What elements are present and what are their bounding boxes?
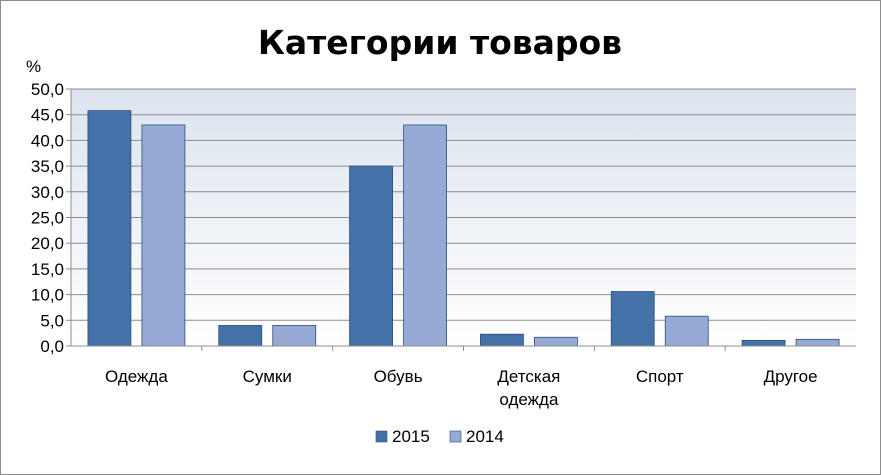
legend-label-2015: 2015 xyxy=(392,427,430,446)
legend-swatch-2015 xyxy=(375,430,388,443)
x-category-label: Спорт xyxy=(636,367,684,386)
bar-2014 xyxy=(403,124,447,347)
x-category-label: Одежда xyxy=(105,367,168,386)
y-tick-label: 5,0 xyxy=(40,311,64,330)
bar-2014 xyxy=(272,325,317,347)
x-category-label: Обувь xyxy=(374,367,423,386)
bar-2014 xyxy=(664,315,709,347)
y-tick-label: 45,0 xyxy=(31,106,64,125)
bar-2015 xyxy=(480,333,524,347)
y-tick-label: 40,0 xyxy=(31,131,64,150)
y-tick-label: 50,0 xyxy=(31,80,64,99)
bar-2015 xyxy=(741,339,786,347)
x-category-label: Другое xyxy=(764,367,818,386)
y-tick-label: 25,0 xyxy=(31,209,64,228)
y-axis-label: % xyxy=(26,57,41,76)
chart-title: Категории товаров xyxy=(258,23,622,62)
bar-2014 xyxy=(141,124,186,347)
y-tick-label: 30,0 xyxy=(31,183,64,202)
legend-swatch-2014 xyxy=(449,430,462,443)
y-tick-label: 35,0 xyxy=(31,157,64,176)
bar-2015 xyxy=(349,165,393,347)
y-tick-label: 15,0 xyxy=(31,260,64,279)
legend-label-2014: 2014 xyxy=(466,427,504,446)
x-category-label: Детская одежда xyxy=(497,367,560,409)
x-category-label: Сумки xyxy=(243,367,292,386)
bar-2014 xyxy=(795,338,840,347)
bar-2015 xyxy=(218,325,263,347)
y-tick-label: 10,0 xyxy=(31,286,64,305)
bar-2015 xyxy=(610,291,655,347)
bar-2015 xyxy=(87,110,132,347)
bar-2014 xyxy=(534,336,578,347)
y-tick-label: 0,0 xyxy=(40,337,64,356)
y-tick-label: 20,0 xyxy=(31,234,64,253)
